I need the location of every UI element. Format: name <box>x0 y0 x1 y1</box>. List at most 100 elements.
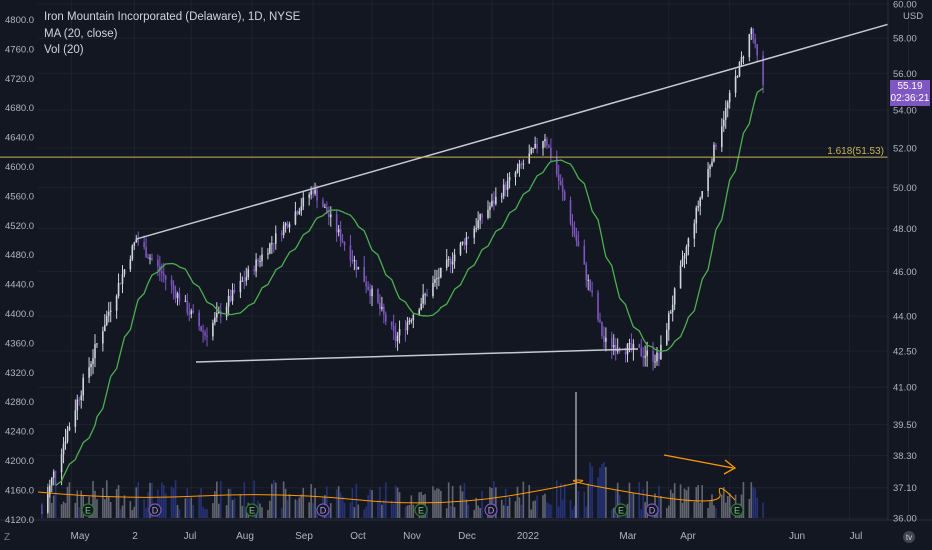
volume-bar <box>316 507 318 518</box>
volume-bar <box>176 504 179 518</box>
candle-body <box>60 454 63 473</box>
candle-body <box>271 243 273 245</box>
x-tick-8: 2022 <box>517 531 540 542</box>
candle-body <box>324 207 326 209</box>
left-tick-1: 4760.0 <box>5 44 34 55</box>
candle-body <box>432 282 434 297</box>
volume-bar <box>280 508 283 518</box>
volume-bar <box>206 509 208 518</box>
candle-body <box>47 493 49 513</box>
x-tick-6: Nov <box>403 531 421 542</box>
volume-bar <box>216 481 218 518</box>
volume-bar <box>432 486 434 518</box>
volume-bar <box>728 493 731 518</box>
candles <box>41 27 764 515</box>
legend: Iron Mountain Incorporated (Delaware), 1… <box>44 9 300 59</box>
candle-body <box>640 347 643 357</box>
tradingview-logo-icon[interactable]: tv <box>902 530 916 544</box>
volume-bar <box>436 488 438 518</box>
candle-body <box>514 172 517 178</box>
event-marker-E: E <box>245 503 259 517</box>
volume-bar <box>357 504 360 518</box>
candle-body <box>164 275 167 280</box>
candle-body <box>339 229 342 241</box>
volume-bar <box>473 509 476 518</box>
volume-bar <box>117 485 120 518</box>
candle-body <box>80 395 83 401</box>
candle-body <box>145 247 147 258</box>
volume-bar <box>408 505 411 518</box>
volume-bar <box>271 483 273 518</box>
event-marker-E: E <box>81 503 95 517</box>
right-tick-4: 52.00 <box>893 143 917 154</box>
candle-body <box>300 206 303 212</box>
volume-bar <box>646 481 648 518</box>
volume-bar <box>591 466 593 518</box>
volume-bar <box>174 480 177 518</box>
legend-vol[interactable]: Vol (20) <box>44 44 84 56</box>
volume-bar <box>479 507 481 518</box>
volume-bar <box>123 495 126 518</box>
volume-bar <box>190 497 193 518</box>
left-tick-11: 4360.0 <box>5 338 34 349</box>
candle-body <box>624 351 627 355</box>
candle-body <box>178 293 181 302</box>
candle-body <box>481 214 483 218</box>
legend-ma[interactable]: MA (20, close) <box>44 27 118 40</box>
candle-body <box>658 352 660 360</box>
event-marker-D: D <box>484 503 498 517</box>
volume-bar <box>383 499 385 518</box>
volume-bar <box>273 480 275 518</box>
candle-body <box>548 145 550 148</box>
candle-body <box>518 163 521 169</box>
volume-bar <box>550 504 552 518</box>
candle-body <box>601 321 603 336</box>
candle-body <box>267 253 269 255</box>
candle-body <box>557 174 560 181</box>
legend-title[interactable]: Iron Mountain Incorporated (Delaware), 1… <box>44 11 301 23</box>
right-tick-12: 38.30 <box>893 451 917 462</box>
right-tick-6: 48.00 <box>893 224 917 235</box>
event-label: E <box>734 506 740 516</box>
candle-body <box>88 367 90 378</box>
candle-body <box>245 277 248 281</box>
unit-label: USD <box>903 11 923 22</box>
volume-bar <box>151 483 153 518</box>
candle-body <box>491 200 493 207</box>
volume-bar <box>514 501 517 518</box>
candle-body <box>532 147 534 149</box>
left-tick-10: 4400.0 <box>5 309 34 320</box>
volume-bar <box>60 504 63 518</box>
volume-bar <box>722 487 725 518</box>
candle-body <box>652 350 654 362</box>
candle-body <box>302 197 305 207</box>
candle-body <box>184 300 187 302</box>
volume-bar <box>585 506 588 518</box>
x-tick-5: Oct <box>350 531 366 542</box>
volume-bar <box>68 482 71 518</box>
candle-body <box>322 200 324 208</box>
candle-body <box>449 259 452 265</box>
candle-body <box>495 196 497 204</box>
volume-bar <box>559 483 562 518</box>
volume-bar <box>259 503 261 518</box>
candle-body <box>133 242 136 246</box>
timezone-icon[interactable]: Z <box>4 532 11 543</box>
event-label: E <box>85 506 91 516</box>
volume-bar <box>121 505 124 518</box>
volume-bar <box>563 483 566 518</box>
candle-body <box>329 214 332 218</box>
candle-body <box>465 237 468 246</box>
left-tick-4: 4640.0 <box>5 133 34 144</box>
volume-bar <box>721 494 723 518</box>
left-tick-12: 4320.0 <box>5 368 34 379</box>
event-marker-D: D <box>148 503 162 517</box>
volume-bar <box>534 500 536 518</box>
volume-bar <box>750 482 753 518</box>
candle-body <box>605 337 607 342</box>
candle-body <box>64 441 67 445</box>
grid-lines <box>38 0 909 520</box>
volume-bar <box>748 498 751 518</box>
volume-bar <box>394 485 397 518</box>
volume-bar <box>145 507 147 518</box>
